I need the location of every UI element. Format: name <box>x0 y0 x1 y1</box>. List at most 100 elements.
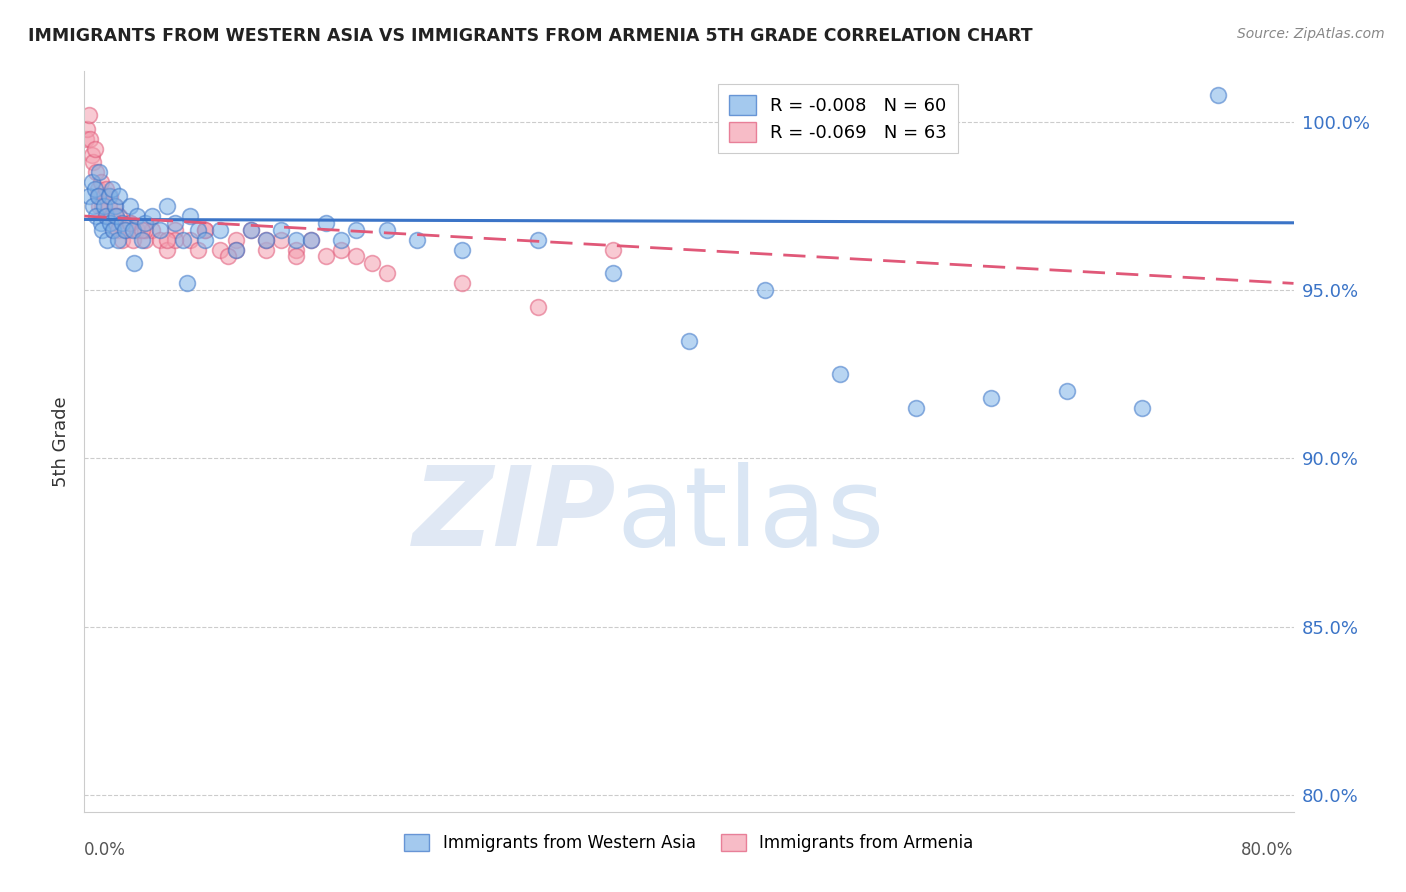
Point <box>131 233 153 247</box>
Point <box>602 243 624 257</box>
Point <box>330 243 353 257</box>
Point <box>1206 87 1229 102</box>
Point <box>97 189 120 203</box>
Point <box>141 222 163 236</box>
Point <box>270 233 292 247</box>
Point <box>104 209 127 223</box>
Point <box>94 182 117 196</box>
Point <box>89 165 111 179</box>
Text: Source: ZipAtlas.com: Source: ZipAtlas.com <box>1237 27 1385 41</box>
Point <box>141 209 163 223</box>
Point <box>90 175 112 189</box>
Point <box>375 222 398 236</box>
Point <box>118 199 141 213</box>
Point <box>172 233 194 247</box>
Point <box>194 222 217 236</box>
Point <box>108 189 131 203</box>
Point <box>149 222 172 236</box>
Point <box>127 209 149 223</box>
Point <box>149 233 172 247</box>
Point <box>89 189 111 203</box>
Point <box>187 222 209 236</box>
Point <box>980 391 1002 405</box>
Point <box>96 209 118 223</box>
Point <box>121 222 143 236</box>
Point <box>285 233 308 247</box>
Point <box>80 175 103 189</box>
Point <box>375 266 398 280</box>
Point <box>104 199 127 213</box>
Point <box>254 243 277 257</box>
Point <box>131 222 153 236</box>
Point <box>156 243 179 257</box>
Point <box>217 249 239 263</box>
Point <box>107 222 129 236</box>
Point <box>451 277 474 291</box>
Point <box>179 209 201 223</box>
Point <box>108 209 131 223</box>
Point <box>97 199 120 213</box>
Point <box>1056 384 1078 398</box>
Point <box>299 233 322 247</box>
Point <box>118 216 141 230</box>
Point <box>346 222 368 236</box>
Point <box>830 368 852 382</box>
Point <box>111 216 134 230</box>
Point <box>101 222 124 236</box>
Point <box>330 233 353 247</box>
Point <box>754 283 776 297</box>
Point <box>315 249 337 263</box>
Point <box>360 256 382 270</box>
Point <box>156 233 179 247</box>
Y-axis label: 5th Grade: 5th Grade <box>52 396 70 487</box>
Point <box>114 222 136 236</box>
Point <box>179 233 201 247</box>
Point <box>105 216 128 230</box>
Point <box>187 243 209 257</box>
Point <box>100 209 122 223</box>
Point <box>80 148 103 162</box>
Point <box>127 222 149 236</box>
Point <box>225 243 247 257</box>
Point <box>406 233 429 247</box>
Point <box>96 233 118 247</box>
Point <box>93 199 115 213</box>
Point <box>86 165 108 179</box>
Point <box>165 233 187 247</box>
Point <box>602 266 624 280</box>
Point <box>90 216 112 230</box>
Text: atlas: atlas <box>616 462 884 569</box>
Point <box>82 199 104 213</box>
Point <box>134 216 156 230</box>
Point <box>105 209 128 223</box>
Point <box>285 249 308 263</box>
Point <box>98 216 121 230</box>
Point <box>239 222 262 236</box>
Point <box>165 222 187 236</box>
Point <box>315 216 337 230</box>
Point <box>527 300 550 314</box>
Point <box>121 233 143 247</box>
Point <box>87 182 110 196</box>
Point <box>104 199 127 213</box>
Point <box>77 108 100 122</box>
Point <box>111 233 134 247</box>
Point <box>194 233 217 247</box>
Point <box>91 222 114 236</box>
Point <box>270 222 292 236</box>
Point <box>194 222 217 236</box>
Point <box>107 233 129 247</box>
Point <box>122 256 145 270</box>
Point <box>209 222 232 236</box>
Text: 80.0%: 80.0% <box>1241 841 1294 859</box>
Text: 0.0%: 0.0% <box>84 841 127 859</box>
Point <box>209 243 232 257</box>
Point <box>79 131 101 145</box>
Point <box>134 222 156 236</box>
Point <box>94 209 117 223</box>
Point <box>115 222 138 236</box>
Point <box>93 189 115 203</box>
Point <box>451 243 474 257</box>
Point <box>118 216 141 230</box>
Point <box>87 189 110 203</box>
